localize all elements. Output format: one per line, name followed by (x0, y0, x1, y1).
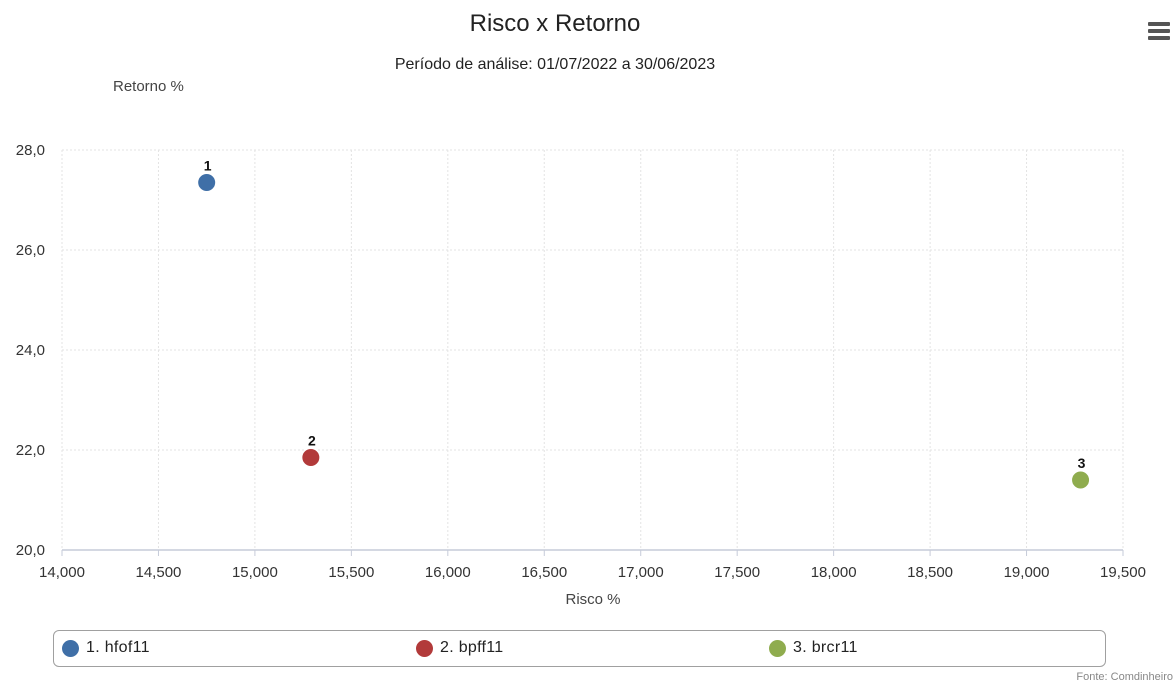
chart-subtitle: Período de análise: 01/07/2022 a 30/06/2… (394, 56, 716, 73)
x-tick-label: 18,000 (811, 564, 857, 581)
y-tick-label: 20,0 (16, 542, 45, 559)
data-label-3: 3 (1078, 455, 1086, 471)
legend-label: 2. bpff11 (440, 639, 504, 656)
legend-label: 3. brcr11 (793, 639, 858, 656)
y-tick-label: 22,0 (16, 442, 45, 459)
chart-grid (61, 149, 1124, 550)
legend-item-2[interactable]: 2. bpff11 (416, 639, 504, 657)
legend-marker-icon (62, 639, 79, 657)
x-tick-label: 14,000 (39, 564, 85, 581)
legend-marker-icon (416, 639, 433, 657)
x-tick-label: 19,500 (1100, 564, 1146, 581)
legend-item-3[interactable]: 3. brcr11 (769, 639, 858, 657)
x-axis-label: Risco % (565, 591, 620, 608)
source-note: Fonte: Comdinheiro (1076, 671, 1173, 683)
y-tick-label: 26,0 (16, 242, 45, 259)
x-tick-label: 16,500 (521, 564, 567, 581)
legend-marker-icon (769, 639, 786, 657)
chart-axes: 14,000 14,500 15,000 15,500 16,000 16,500 17,0… (16, 142, 1146, 581)
x-tick-label: 16,000 (425, 564, 471, 581)
x-tick-label: 17,000 (618, 564, 664, 581)
x-tick-label: 18,500 (907, 564, 953, 581)
chart-title: Risco x Retorno (469, 10, 641, 37)
data-point-2 (301, 448, 321, 467)
data-point-3 (1071, 470, 1091, 490)
chart-points: 1 2 3 (197, 158, 1091, 490)
x-tick-label: 19,000 (1004, 564, 1050, 581)
y-tick-label: 28,0 (16, 142, 45, 159)
chart-legend: 1. hfof11 2. bpff11 3. brcr11 (53, 630, 1106, 667)
x-tick-label: 14,500 (136, 564, 182, 581)
x-tick-label: 17,500 (714, 564, 760, 581)
x-tick-label: 15,000 (232, 564, 278, 581)
hamburger-menu-icon[interactable] (1148, 22, 1170, 42)
x-tick-label: 15,500 (328, 564, 374, 581)
legend-item-1[interactable]: 1. hfof11 (62, 639, 150, 657)
data-label-1: 1 (204, 158, 212, 174)
data-label-2: 2 (308, 433, 316, 449)
y-tick-label: 24,0 (16, 342, 45, 359)
y-axis-label: Retorno % (113, 78, 184, 95)
data-point-1 (197, 173, 217, 192)
legend-label: 1. hfof11 (86, 639, 150, 656)
